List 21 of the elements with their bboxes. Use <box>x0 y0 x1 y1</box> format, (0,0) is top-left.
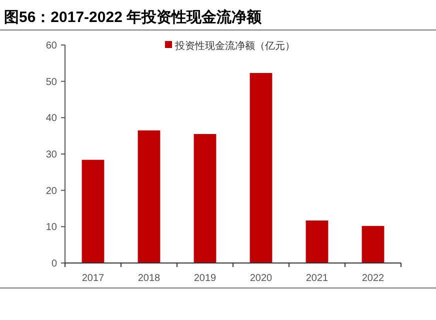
bar <box>362 226 384 263</box>
x-tick-label: 2019 <box>194 273 217 284</box>
y-tick-label: 10 <box>46 222 58 234</box>
bar <box>194 134 216 263</box>
y-tick-label: 60 <box>46 40 58 52</box>
legend-label: 投资性现金流净额（亿元） <box>174 40 295 52</box>
x-tick-label: 2018 <box>138 273 161 284</box>
y-tick-label: 40 <box>46 113 58 124</box>
bar <box>138 130 160 263</box>
x-tick-label: 2020 <box>250 273 273 284</box>
y-tick-label: 50 <box>46 76 58 88</box>
bar <box>306 220 328 263</box>
x-tick-label: 2017 <box>82 273 105 284</box>
x-tick-label: 2022 <box>362 273 385 284</box>
y-tick-label: 0 <box>51 258 58 270</box>
y-tick-label: 30 <box>46 150 58 160</box>
bar <box>250 72 272 263</box>
chart-title: 图56：2017-2022 年投资性现金流净额 <box>4 8 263 26</box>
x-tick-label: 2021 <box>306 273 329 284</box>
y-tick-label: 20 <box>46 186 58 197</box>
bar <box>82 160 104 263</box>
